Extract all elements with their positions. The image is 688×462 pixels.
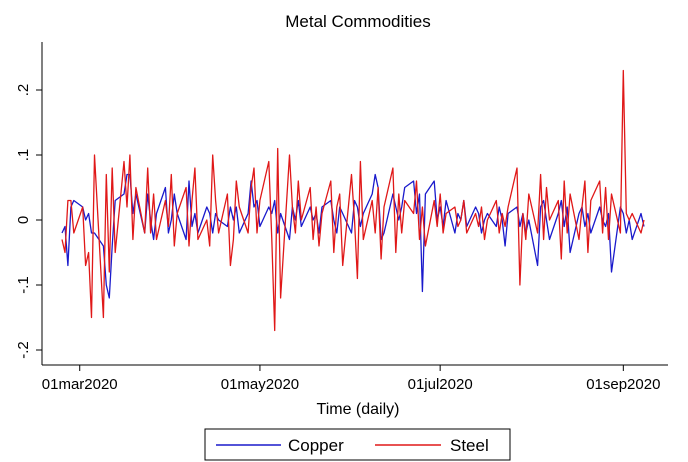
- x-axis-ticks: 01mar2020 01may2020 01jul2020 01sep2020: [42, 365, 660, 393]
- x-tick-label: 01may2020: [221, 376, 299, 393]
- y-tick-label: .2: [15, 84, 32, 97]
- y-tick-label: 0: [15, 216, 32, 224]
- legend-label-copper: Copper: [288, 436, 344, 455]
- x-tick-label: 01jul2020: [408, 376, 473, 393]
- legend-label-steel: Steel: [450, 436, 489, 455]
- y-tick-label: .1: [15, 149, 32, 162]
- x-axis-label: Time (daily): [317, 401, 400, 418]
- plot-area: .2.10-.1-.2 01mar2020 01may2020 01jul2020 0…: [15, 42, 668, 393]
- series-lines: [61, 69, 645, 332]
- y-axis-ticks: .2 .1 0 -.1 -.2: [15, 84, 42, 359]
- x-tick-label: 01mar2020: [42, 376, 118, 393]
- legend: Copper Steel: [204, 428, 511, 461]
- chart-title: Metal Commodities: [285, 12, 431, 31]
- x-tick-label: 01sep2020: [586, 376, 660, 393]
- y-tick-label: -.2: [15, 341, 32, 359]
- series-line-steel: [61, 69, 645, 332]
- y-tick-label: -.1: [15, 276, 32, 294]
